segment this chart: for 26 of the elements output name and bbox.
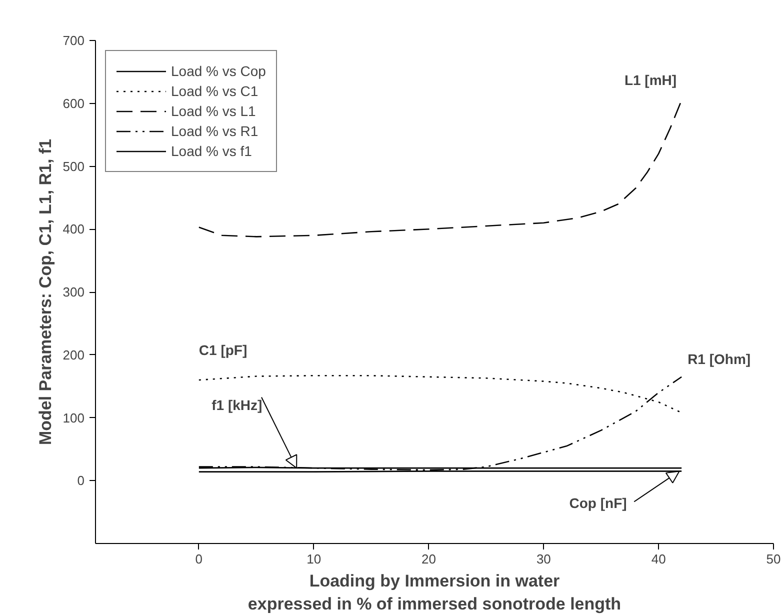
annotation: R1 [Ohm] xyxy=(688,350,751,367)
y-tick-label: 300 xyxy=(62,284,85,300)
y-tick-label: 400 xyxy=(62,222,85,237)
annotation: C1 [pF] xyxy=(198,342,248,358)
y-tick-label: 100 xyxy=(62,410,85,426)
annotation: L1 [mH] xyxy=(624,72,677,88)
legend-label: Load % vs f1 xyxy=(171,143,252,159)
x-tick-label: 10 xyxy=(306,552,322,566)
y-tick-label: 600 xyxy=(62,96,85,111)
x-tick-label: 50 xyxy=(766,552,781,566)
x-tick-label: 40 xyxy=(651,552,666,566)
legend-label: Load % vs R1 xyxy=(171,123,258,139)
y-axis-title: Model Parameters: Cop, C1, L1, R1, f1 xyxy=(36,138,55,446)
legend-label: Load % vs Cop xyxy=(171,63,266,79)
y-tick-label: 200 xyxy=(62,347,85,362)
legend-label: Load % vs C1 xyxy=(171,83,258,99)
x-tick-label: 30 xyxy=(536,552,551,566)
x-axis-title: Loading by Immersion in water expressed in % of immersed sonotrode length xyxy=(248,572,622,614)
y-tick-label: 500 xyxy=(62,158,85,174)
annotation: Cop [nF] xyxy=(569,495,627,512)
legend-label: Load % vs L1 xyxy=(171,103,256,119)
y-tick-label: 0 xyxy=(77,473,85,488)
y-tick-label: 700 xyxy=(62,33,85,48)
x-tick-label: 0 xyxy=(195,552,203,566)
x-tick-label: 20 xyxy=(422,552,436,566)
annotation: f1 [kHz] xyxy=(212,397,262,414)
